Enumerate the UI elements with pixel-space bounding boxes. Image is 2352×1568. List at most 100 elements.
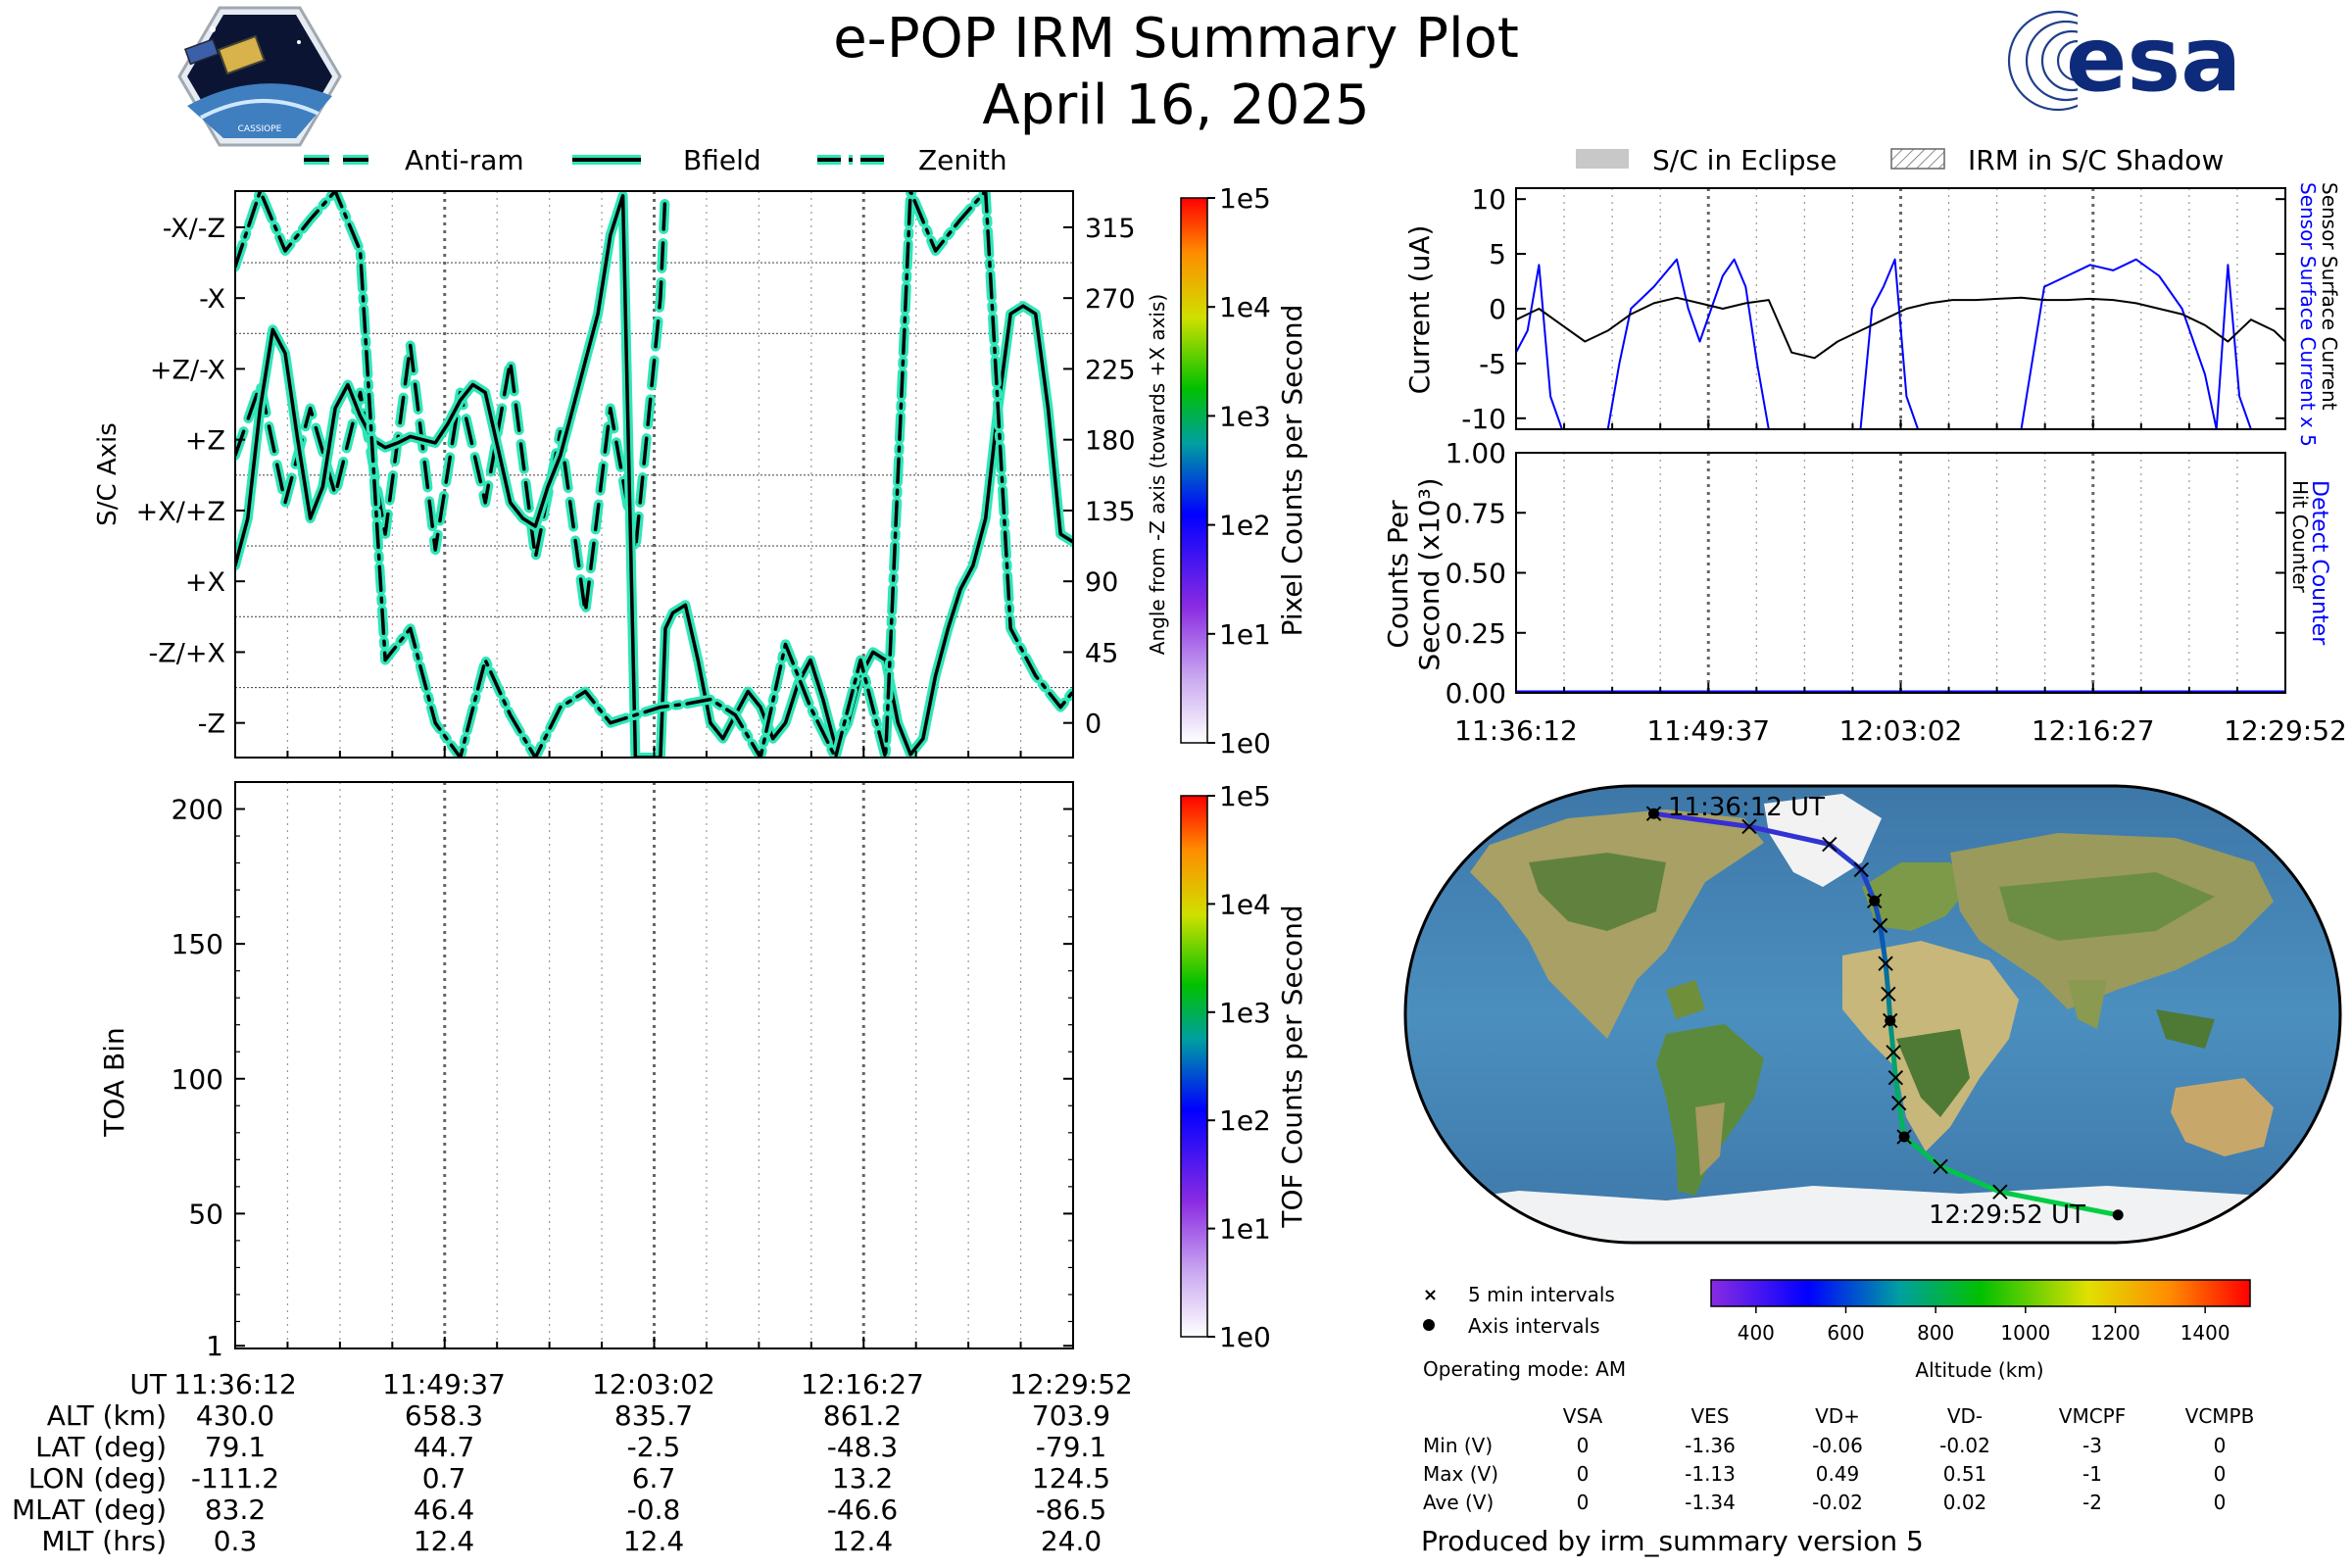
info-cell: 11:36:12 [173,1368,297,1400]
axis-tick-label-left: +X [185,567,225,598]
orbit-map: 11:36:12 UT 12:29:52 UT [1403,784,2342,1245]
volt-header: VSA [1563,1404,1603,1428]
volt-cell: 0.02 [1943,1491,1987,1514]
volt-header: VES [1690,1404,1729,1428]
five-min-marker [1933,1158,1948,1175]
page-title: e-POP IRM Summary Plot [833,7,1519,71]
map-start-label: 11:36:12 UT [1668,793,1825,822]
orbit-track [1653,810,2119,1218]
five-min-marker [1883,1012,1898,1029]
info-cell: 6.7 [632,1462,676,1494]
five-min-marker [1741,818,1757,835]
axis-tick-label-left: +X/+Z [136,497,225,527]
toa-tick-label: 100 [172,1063,223,1096]
axis-tick-label-right: 135 [1085,497,1136,527]
info-cell: 12:29:52 [1009,1368,1133,1400]
volt-row-label: Max (V) [1423,1462,1498,1486]
legend-5min: 5 min intervals [1468,1283,1615,1306]
axis-tick-label-right: 0 [1085,710,1102,740]
colorbar-tick-label: 1e0 [1219,1321,1271,1353]
five-min-marker [1878,956,1893,971]
current-tick-label: 10 [1471,183,1506,216]
tof-colorbar: 1e5 1e4 1e3 1e2 1e1 1e0 TOF Counts per Second [1180,780,1308,1353]
current-tick-label: -10 [1461,403,1506,435]
current-trace [1516,258,2285,429]
volt-cell: 0 [1577,1462,1590,1486]
toa-tick-label: 50 [188,1198,223,1230]
colorbar-tick-label: 1e2 [1219,510,1271,542]
time-tick-label: 11:49:37 [1646,714,1770,747]
volt-cell: -3 [2082,1434,2102,1457]
five-min-marker [1822,836,1838,853]
axis-tick-label-right: 45 [1085,638,1118,668]
five-min-marker [1867,893,1883,908]
operating-mode: Operating mode: AM [1423,1357,1626,1381]
axis-tick-label-left: -Z [198,710,225,740]
altitude-label: Altitude (km) [1915,1358,2043,1382]
volt-header: VMCPF [2059,1404,2126,1428]
axis-tick-label-left: -X [199,284,225,315]
counts-panel: 1.00 0.75 0.50 0.25 0.00 11:36:12 11:49:37 12:… [1382,437,2347,747]
info-cell: 11:49:37 [382,1368,506,1400]
info-cell: -0.8 [627,1494,681,1526]
info-cell: -86.5 [1036,1494,1106,1526]
counts-tick-label: 0.75 [1446,497,1506,529]
volt-cell: 0 [1577,1491,1590,1514]
colorbar-tick-label: 1e0 [1219,727,1271,760]
map-legend: × 5 min intervals Axis intervals Operati… [1423,1283,1626,1381]
info-cell: 0.7 [422,1462,466,1494]
info-row-label: MLAT (deg) [12,1494,167,1526]
axis-tick-label-right: 315 [1085,214,1136,244]
info-table: UT 11:36:12 11:49:37 12:03:02 12:16:27 12:29:… [12,1368,1133,1557]
axis-tick-label-left: -Z/+X [149,638,225,668]
current-tick-label: 5 [1489,238,1506,270]
legend-bfield: Bfield [683,144,761,176]
trace-bfield [235,194,1073,758]
five-min-marker [1886,1045,1901,1060]
info-cell: 12.4 [832,1525,893,1557]
info-cell: 0.3 [214,1525,258,1557]
volt-cell: -2 [2082,1491,2102,1514]
volt-cell: -0.02 [1939,1434,1990,1457]
current-right-label-blue: Sensor Surface Current x 5 [2296,182,2320,447]
info-row-label: MLT (hrs) [41,1525,167,1557]
altitude-tick-label: 1200 [2090,1321,2140,1345]
axis-tick-label-left: +Z [185,426,225,457]
axis-tick-label-right: 90 [1085,567,1118,598]
eclipse-legend: S/C in Eclipse IRM in S/C Shadow [1576,144,2224,176]
five-min-marker [1645,806,1662,821]
cassiope-logo: CASSIOPE [177,6,342,147]
trace-zenith [235,191,1073,758]
current-trace [1516,296,2285,360]
counts-ylabel-line1: Counts Per [1382,500,1414,649]
header: e-POP IRM Summary Plot April 16, 2025 [833,7,1519,137]
legend-shadow: IRM in S/C Shadow [1968,144,2224,176]
info-cell: -111.2 [191,1462,279,1494]
time-tick-label: 12:29:52 [2224,714,2347,747]
volt-cell: -1 [2082,1462,2102,1486]
toa-tick-label: 200 [172,794,223,826]
axis-tick-label-right: 225 [1085,355,1136,385]
info-cell: 79.1 [205,1431,266,1463]
pixel-colorbar-label: Pixel Counts per Second [1276,305,1308,637]
toa-tick-label: 1 [206,1330,223,1362]
landmass-australia [2171,1078,2274,1156]
time-tick-label: 12:03:02 [1839,714,1963,747]
altitude-tick-label: 600 [1827,1321,1864,1345]
info-cell: -46.6 [827,1494,898,1526]
info-cell: 13.2 [832,1462,893,1494]
five-min-marker [1896,1129,1912,1145]
volt-header: VD- [1947,1404,1983,1428]
info-cell: 46.4 [414,1494,474,1526]
counts-ylabel-line2: Second (x10³) [1413,477,1446,670]
five-min-marker [1887,1070,1904,1086]
counts-right-label-black: Hit Counter [2288,480,2312,593]
info-cell: 12:03:02 [592,1368,715,1400]
counts-tick-label: 0.25 [1446,617,1506,650]
sc-axis-ylabel: S/C Axis [93,422,122,526]
info-cell: 861.2 [823,1399,902,1432]
current-tick-label: 0 [1489,293,1506,325]
esa-logo: esa [2007,7,2241,115]
counts-tick-label: 0.00 [1446,677,1506,710]
